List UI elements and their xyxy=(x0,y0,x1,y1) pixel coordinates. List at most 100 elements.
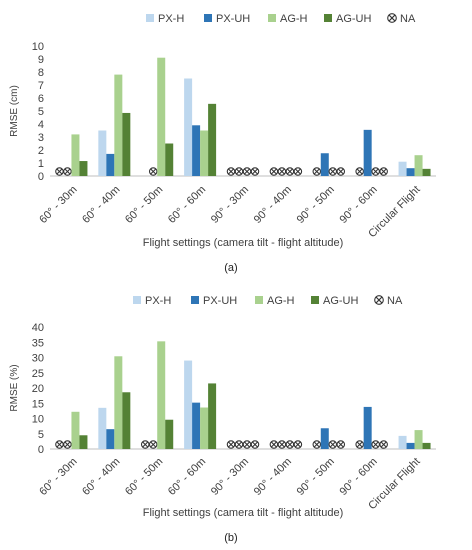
na-marker-px-uh-0 xyxy=(63,167,72,176)
bar-ag-uh-2 xyxy=(165,143,174,176)
na-marker-px-uh-4 xyxy=(234,440,244,449)
legend-label-na: NA xyxy=(387,295,403,307)
legend-label-na: NA xyxy=(400,13,416,25)
legend-swatch-ag-h xyxy=(268,14,276,22)
na-marker-px-h-5 xyxy=(269,440,279,449)
na-marker-ag-h-4-stroke-b xyxy=(244,168,250,175)
x-tick-label: 60° - 40m xyxy=(80,456,122,498)
x-tick-label: 60° - 30m xyxy=(37,184,79,226)
na-marker-ag-h-7-stroke-b xyxy=(372,168,379,175)
bar-px-uh-3 xyxy=(192,125,201,176)
na-marker-px-h-6-stroke-b xyxy=(313,168,320,175)
na-marker-px-uh-2 xyxy=(148,440,158,449)
x-tick-label: 90° - 60m xyxy=(337,456,379,498)
bar-ag-h-2 xyxy=(157,57,166,177)
na-marker-px-h-4-stroke-b xyxy=(228,441,234,448)
na-marker-px-h-0-stroke-b xyxy=(56,441,63,448)
legend-label-px-uh: PX-UH xyxy=(203,295,237,307)
y-tick-label: 9 xyxy=(38,54,44,66)
y-tick-label: 35 xyxy=(32,337,44,349)
y-axis-label: RMSE (%) xyxy=(9,364,20,411)
na-marker-px-h-5-stroke-b xyxy=(270,441,277,448)
x-tick-label: 90° - 30m xyxy=(209,184,251,226)
na-marker-px-uh-4 xyxy=(234,167,244,176)
na-marker-px-uh-0 xyxy=(63,440,72,449)
na-marker-ag-uh-4 xyxy=(250,167,260,176)
na-marker-ag-uh-4-stroke-b xyxy=(252,441,258,448)
y-tick-label: 20 xyxy=(32,383,44,395)
bar-px-uh-7 xyxy=(363,406,372,449)
legend-na-icon-stroke-b xyxy=(375,296,383,304)
y-tick-label: 8 xyxy=(38,67,44,79)
panel-label: (b) xyxy=(224,532,237,544)
legend-na-icon-stroke-b xyxy=(388,14,396,22)
legend-swatch-ag-h xyxy=(255,296,263,304)
na-marker-px-uh-4-stroke-b xyxy=(236,441,242,448)
bar-px-h-1 xyxy=(98,407,107,449)
na-marker-ag-uh-5-stroke-b xyxy=(294,168,301,175)
y-tick-label: 4 xyxy=(38,119,44,131)
na-marker-px-h-4-stroke-b xyxy=(228,168,234,175)
bar-ag-h-0 xyxy=(71,411,80,449)
na-marker-px-uh-2 xyxy=(148,167,158,176)
bar-px-uh-3 xyxy=(192,402,201,449)
legend: PX-H PX-UH AG-H AG-UH NA xyxy=(133,295,403,307)
na-marker-ag-uh-4 xyxy=(250,440,260,449)
y-tick-label: 10 xyxy=(32,41,44,53)
bar-px-uh-6 xyxy=(320,428,329,449)
na-marker-px-uh-4-stroke-b xyxy=(236,168,242,175)
na-marker-px-h-6 xyxy=(312,167,322,176)
legend-na-icon xyxy=(387,13,397,23)
legend-label-ag-uh: AG-UH xyxy=(336,13,372,25)
y-tick-label: 30 xyxy=(32,353,44,365)
chart-panel-1: PX-H PX-UH AG-H AG-UH NA 0 5 10 15 20 25 30 35 40 RMSE… xyxy=(9,295,436,544)
na-marker-ag-h-6-stroke-b xyxy=(329,168,336,175)
na-marker-ag-h-7 xyxy=(371,167,380,176)
na-marker-px-h-4 xyxy=(226,440,236,449)
na-marker-ag-h-5-stroke-b xyxy=(286,441,293,448)
x-tick-label: 90° - 30m xyxy=(209,456,251,498)
na-marker-ag-uh-6-stroke-b xyxy=(337,441,344,448)
bar-ag-h-1 xyxy=(114,74,123,176)
na-marker-ag-h-6 xyxy=(328,167,338,176)
na-marker-px-uh-2-stroke-b xyxy=(150,168,157,175)
x-tick-label: 60° - 50m xyxy=(123,456,165,498)
na-marker-px-uh-5 xyxy=(277,440,287,449)
na-marker-px-h-0-stroke-b xyxy=(56,168,63,175)
bar-px-uh-7 xyxy=(363,129,372,176)
na-marker-px-h-7-stroke-b xyxy=(356,168,363,175)
x-tick-label: 60° - 60m xyxy=(166,184,208,226)
y-tick-label: 1 xyxy=(38,158,44,170)
x-axis-label: Flight settings (camera tilt - flight al… xyxy=(143,507,344,519)
y-tick-label: 0 xyxy=(38,444,44,456)
legend-na-icon xyxy=(374,295,384,305)
bar-px-uh-8 xyxy=(406,168,415,176)
na-marker-ag-uh-4-stroke-b xyxy=(252,168,258,175)
y-tick-label: 10 xyxy=(32,414,44,426)
na-marker-ag-h-7 xyxy=(371,440,380,449)
bar-ag-h-0 xyxy=(71,134,80,176)
legend-swatch-ag-uh xyxy=(311,296,319,304)
x-axis-label: Flight settings (camera tilt - flight al… xyxy=(143,237,344,249)
na-marker-px-h-2-stroke-b xyxy=(142,441,149,448)
bar-ag-h-8 xyxy=(414,155,423,176)
y-tick-label: 25 xyxy=(32,368,44,380)
legend-label-px-h: PX-H xyxy=(145,295,171,307)
bar-px-uh-1 xyxy=(106,153,115,176)
na-marker-ag-h-4 xyxy=(242,440,252,449)
na-marker-px-uh-5-stroke-b xyxy=(278,441,285,448)
bar-ag-uh-8 xyxy=(422,168,431,176)
legend-swatch-ag-uh xyxy=(324,14,332,22)
y-tick-label: 0 xyxy=(38,171,44,183)
bar-ag-h-3 xyxy=(200,407,209,449)
legend-label-ag-h: AG-H xyxy=(267,295,295,307)
na-marker-ag-uh-7 xyxy=(379,167,388,176)
na-marker-ag-h-4 xyxy=(242,167,252,176)
x-tick-label: 60° - 60m xyxy=(166,456,208,498)
na-marker-ag-h-5-stroke-b xyxy=(286,168,293,175)
na-marker-px-h-2 xyxy=(140,440,150,449)
na-marker-ag-uh-6 xyxy=(336,440,346,449)
na-marker-ag-uh-6-stroke-b xyxy=(337,168,344,175)
na-marker-px-uh-5-stroke-b xyxy=(278,168,285,175)
